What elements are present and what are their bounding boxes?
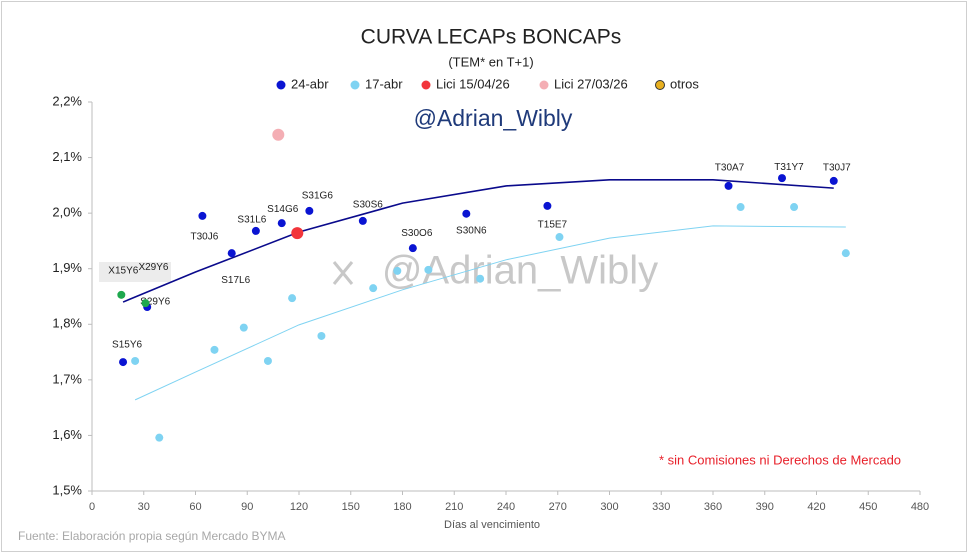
point <box>369 284 378 293</box>
point <box>543 201 552 210</box>
legend-marker <box>421 80 431 90</box>
watermark: @Adrian_Wibly <box>414 105 573 131</box>
point <box>305 206 314 215</box>
point-label: T31Y7 <box>774 162 804 173</box>
point <box>272 128 285 141</box>
legend-marker <box>350 80 360 90</box>
y-tick-label: 1,9% <box>52 260 82 275</box>
y-tick-label: 1,7% <box>52 371 82 386</box>
point <box>424 265 433 274</box>
point <box>778 174 786 183</box>
point <box>117 290 126 299</box>
point <box>358 216 367 225</box>
legend-label: Lici 15/04/26 <box>436 76 510 91</box>
point <box>555 233 564 242</box>
legend-label: 24-abr <box>291 76 329 91</box>
point <box>462 209 471 218</box>
source: Fuente: Elaboración propia según Mercado… <box>18 529 286 543</box>
point <box>841 249 850 258</box>
point <box>408 244 417 253</box>
point <box>263 356 272 365</box>
chart-subtitle: (TEM* en T+1) <box>448 54 533 69</box>
point <box>227 249 236 258</box>
point <box>291 227 304 240</box>
point-label: X15Y6 <box>108 265 138 276</box>
y-tick-label: 2,2% <box>52 93 82 108</box>
x-tick-label: 150 <box>342 501 360 513</box>
trend-line <box>134 225 846 401</box>
point <box>277 219 286 228</box>
point-label: S29Y6 <box>140 297 170 308</box>
x-tick-label: 450 <box>859 501 877 513</box>
y-tick-label: 1,5% <box>52 482 82 497</box>
x-tick-label: 330 <box>652 501 670 513</box>
point <box>724 181 733 190</box>
label-box <box>99 262 171 282</box>
point-label: T30A7 <box>715 163 745 174</box>
x-tick-label: 30 <box>138 501 150 513</box>
point-label: T15E7 <box>538 220 568 231</box>
point-label: S15Y6 <box>112 340 142 351</box>
point <box>736 203 745 212</box>
x-tick-label: 360 <box>704 501 722 513</box>
x-tick-label: 270 <box>549 501 567 513</box>
point-label: T30J7 <box>823 163 851 174</box>
point <box>141 299 150 308</box>
legend-marker <box>655 80 665 90</box>
point <box>119 358 128 367</box>
point-label: S30S6 <box>353 200 383 211</box>
trend-line <box>122 179 834 303</box>
x-tick-label: 120 <box>290 501 308 513</box>
legend-label: Lici 27/03/26 <box>554 76 628 91</box>
y-tick-label: 2,1% <box>52 149 82 164</box>
x-tick-label: 420 <box>807 501 825 513</box>
point <box>317 331 326 340</box>
point-label: S30O6 <box>401 228 433 239</box>
x-tick-label: 480 <box>911 501 929 513</box>
y-tick-label: 1,8% <box>52 316 82 331</box>
point <box>131 356 140 365</box>
point <box>210 345 219 354</box>
point-label: S31L6 <box>237 215 266 226</box>
y-tick-label: 2,0% <box>52 205 82 220</box>
point <box>790 203 799 212</box>
point-label: S14G6 <box>267 204 299 215</box>
note: * sin Comisiones ni Derechos de Mercado <box>659 452 901 467</box>
point <box>251 226 260 235</box>
point <box>476 274 485 283</box>
x-tick-label: 0 <box>89 501 95 513</box>
point-label: S17L6 <box>221 275 250 286</box>
x-tick-label: 60 <box>189 501 201 513</box>
chart-title: CURVA LECAPs BONCAPs <box>361 26 622 49</box>
point-label: T30J6 <box>191 232 219 243</box>
x-axis-label: Días al vencimiento <box>444 519 540 531</box>
point <box>829 176 838 185</box>
x-tick-label: 180 <box>393 501 411 513</box>
point <box>288 294 297 303</box>
point-label: X29Y6 <box>138 262 168 273</box>
point <box>198 211 207 220</box>
x-tick-label: 240 <box>497 501 515 513</box>
x-tick-label: 90 <box>241 501 253 513</box>
legend-marker <box>539 80 549 90</box>
y-tick-label: 1,6% <box>52 427 82 442</box>
x-tick-label: 390 <box>756 501 774 513</box>
legend-marker <box>276 80 286 90</box>
watermark-large: @Adrian_Wibly <box>382 249 658 293</box>
legend-label: otros <box>670 76 699 91</box>
point-label: S31G6 <box>302 191 334 202</box>
point-label: S30N6 <box>456 225 487 236</box>
point <box>393 266 402 275</box>
point <box>155 433 164 442</box>
legend-label: 17-abr <box>365 76 403 91</box>
x-tick-label: 300 <box>600 501 618 513</box>
point <box>239 323 248 332</box>
watermark-logo <box>332 261 354 285</box>
x-tick-label: 210 <box>445 501 463 513</box>
